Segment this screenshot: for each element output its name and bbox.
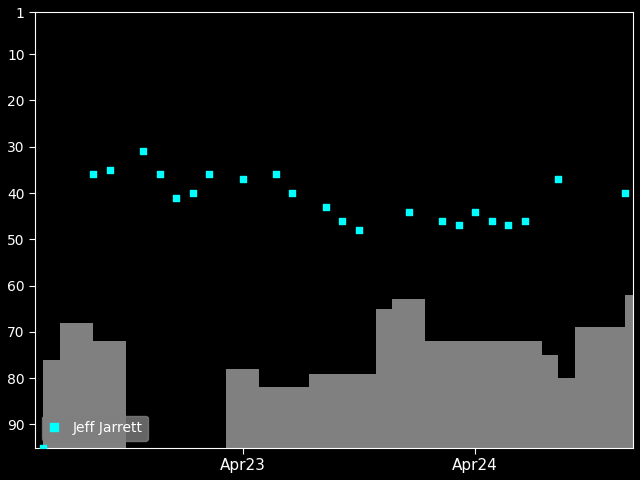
Jeff Jarrett <box>154 171 164 179</box>
Bar <box>309 373 376 448</box>
Bar <box>459 341 541 448</box>
Jeff Jarrett <box>88 171 99 179</box>
Jeff Jarrett <box>204 171 214 179</box>
Bar <box>44 360 60 448</box>
Bar <box>60 323 93 448</box>
Jeff Jarrett <box>520 217 530 225</box>
Jeff Jarrett <box>271 171 281 179</box>
Jeff Jarrett <box>321 203 331 211</box>
Jeff Jarrett <box>487 217 497 225</box>
Bar <box>259 387 309 448</box>
Jeff Jarrett <box>620 189 630 197</box>
Jeff Jarrett <box>287 189 298 197</box>
Jeff Jarrett <box>454 222 464 229</box>
Jeff Jarrett <box>171 194 181 202</box>
Jeff Jarrett <box>354 226 364 234</box>
Jeff Jarrett <box>104 166 115 174</box>
Jeff Jarrett <box>188 189 198 197</box>
Bar <box>426 341 459 448</box>
Jeff Jarrett <box>237 175 248 183</box>
Jeff Jarrett <box>38 444 49 452</box>
Jeff Jarrett <box>503 222 513 229</box>
Bar <box>392 300 426 448</box>
Legend: Jeff Jarrett: Jeff Jarrett <box>42 416 148 441</box>
Jeff Jarrett <box>437 217 447 225</box>
Bar <box>625 295 640 448</box>
Bar <box>376 309 392 448</box>
Bar <box>541 355 558 448</box>
Bar <box>575 327 625 448</box>
Bar <box>558 378 575 448</box>
Bar <box>93 341 126 448</box>
Bar <box>226 369 259 448</box>
Jeff Jarrett <box>138 147 148 155</box>
Jeff Jarrett <box>404 208 414 216</box>
Jeff Jarrett <box>553 175 563 183</box>
Jeff Jarrett <box>470 208 481 216</box>
Jeff Jarrett <box>337 217 348 225</box>
